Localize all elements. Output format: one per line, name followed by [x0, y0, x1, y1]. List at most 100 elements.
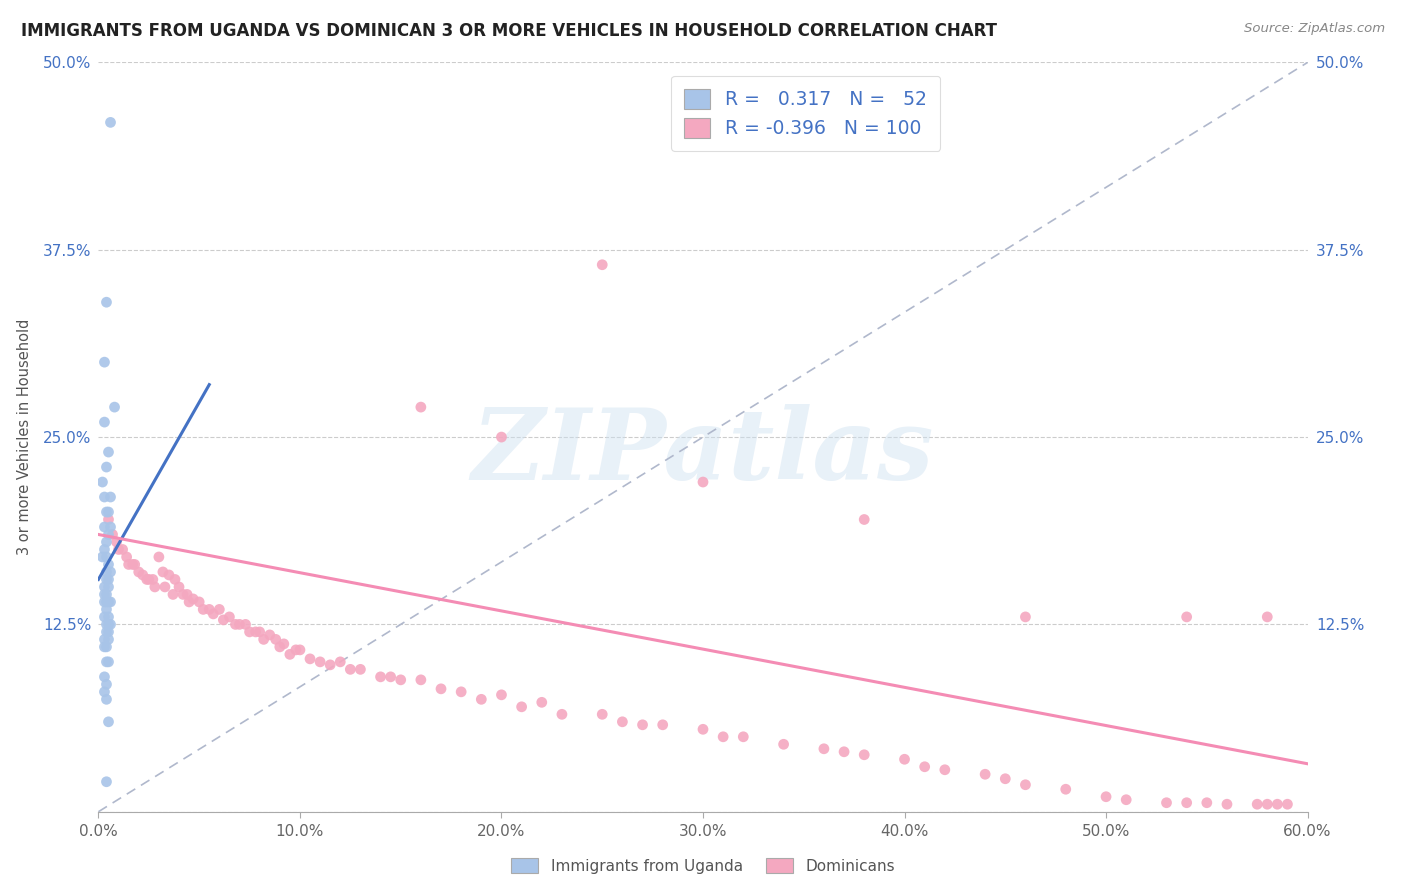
Point — [142, 573, 165, 587]
Point — [1195, 796, 1218, 810]
Point — [96, 573, 118, 587]
Point — [97, 632, 120, 647]
Point — [245, 624, 267, 639]
Point — [1216, 797, 1239, 812]
Point — [96, 774, 118, 789]
Point — [259, 628, 281, 642]
Point — [96, 617, 118, 632]
Point — [135, 573, 157, 587]
Legend: Immigrants from Uganda, Dominicans: Immigrants from Uganda, Dominicans — [505, 852, 901, 880]
Point — [1256, 797, 1278, 812]
Point — [96, 655, 118, 669]
Point — [389, 673, 412, 687]
Point — [319, 657, 342, 672]
Point — [97, 595, 120, 609]
Point — [1054, 782, 1077, 797]
Point — [96, 549, 118, 564]
Point — [93, 490, 115, 504]
Point — [93, 580, 115, 594]
Point — [97, 445, 120, 459]
Point — [96, 677, 118, 691]
Point — [299, 652, 322, 666]
Point — [93, 355, 115, 369]
Point — [1246, 797, 1268, 812]
Point — [124, 558, 146, 572]
Point — [470, 692, 492, 706]
Point — [934, 763, 956, 777]
Point — [179, 595, 201, 609]
Point — [181, 591, 204, 606]
Point — [93, 610, 115, 624]
Point — [153, 580, 176, 594]
Point — [143, 580, 166, 594]
Point — [339, 662, 361, 676]
Point — [329, 655, 352, 669]
Point — [103, 400, 125, 414]
Point — [193, 602, 215, 616]
Point — [591, 258, 613, 272]
Point — [100, 520, 122, 534]
Point — [309, 655, 332, 669]
Point — [93, 415, 115, 429]
Point — [409, 673, 432, 687]
Point — [91, 549, 114, 564]
Point — [692, 723, 714, 737]
Text: IMMIGRANTS FROM UGANDA VS DOMINICAN 3 OR MORE VEHICLES IN HOUSEHOLD CORRELATION : IMMIGRANTS FROM UGANDA VS DOMINICAN 3 OR… — [21, 22, 997, 40]
Point — [235, 617, 257, 632]
Point — [1175, 796, 1198, 810]
Point — [269, 640, 291, 654]
Point — [93, 520, 115, 534]
Point — [96, 460, 118, 475]
Point — [631, 718, 654, 732]
Point — [152, 565, 174, 579]
Point — [491, 430, 513, 444]
Point — [111, 542, 134, 557]
Point — [96, 565, 118, 579]
Point — [370, 670, 392, 684]
Point — [273, 637, 295, 651]
Point — [97, 617, 120, 632]
Point — [853, 747, 876, 762]
Point — [121, 558, 143, 572]
Point — [893, 752, 915, 766]
Point — [163, 573, 186, 587]
Point — [224, 617, 246, 632]
Point — [914, 760, 936, 774]
Point — [651, 718, 673, 732]
Point — [97, 580, 120, 594]
Point — [218, 610, 240, 624]
Point — [278, 648, 301, 662]
Point — [97, 512, 120, 526]
Point — [96, 624, 118, 639]
Text: ZIPatlas: ZIPatlas — [472, 404, 934, 500]
Point — [93, 595, 115, 609]
Point — [249, 624, 271, 639]
Point — [100, 617, 122, 632]
Point — [733, 730, 755, 744]
Point — [208, 602, 231, 616]
Point — [430, 681, 453, 696]
Point — [96, 692, 118, 706]
Point — [96, 602, 118, 616]
Point — [1156, 796, 1178, 810]
Point — [96, 505, 118, 519]
Point — [692, 475, 714, 489]
Point — [510, 699, 533, 714]
Point — [93, 640, 115, 654]
Point — [1256, 610, 1278, 624]
Point — [148, 549, 170, 564]
Point — [212, 613, 235, 627]
Point — [96, 640, 118, 654]
Point — [253, 632, 276, 647]
Point — [288, 643, 311, 657]
Point — [1014, 778, 1036, 792]
Point — [96, 595, 118, 609]
Point — [284, 643, 307, 657]
Point — [97, 505, 120, 519]
Y-axis label: 3 or more Vehicles in Household: 3 or more Vehicles in Household — [17, 319, 32, 555]
Point — [167, 580, 190, 594]
Point — [1267, 797, 1289, 812]
Point — [93, 685, 115, 699]
Point — [591, 707, 613, 722]
Point — [100, 565, 122, 579]
